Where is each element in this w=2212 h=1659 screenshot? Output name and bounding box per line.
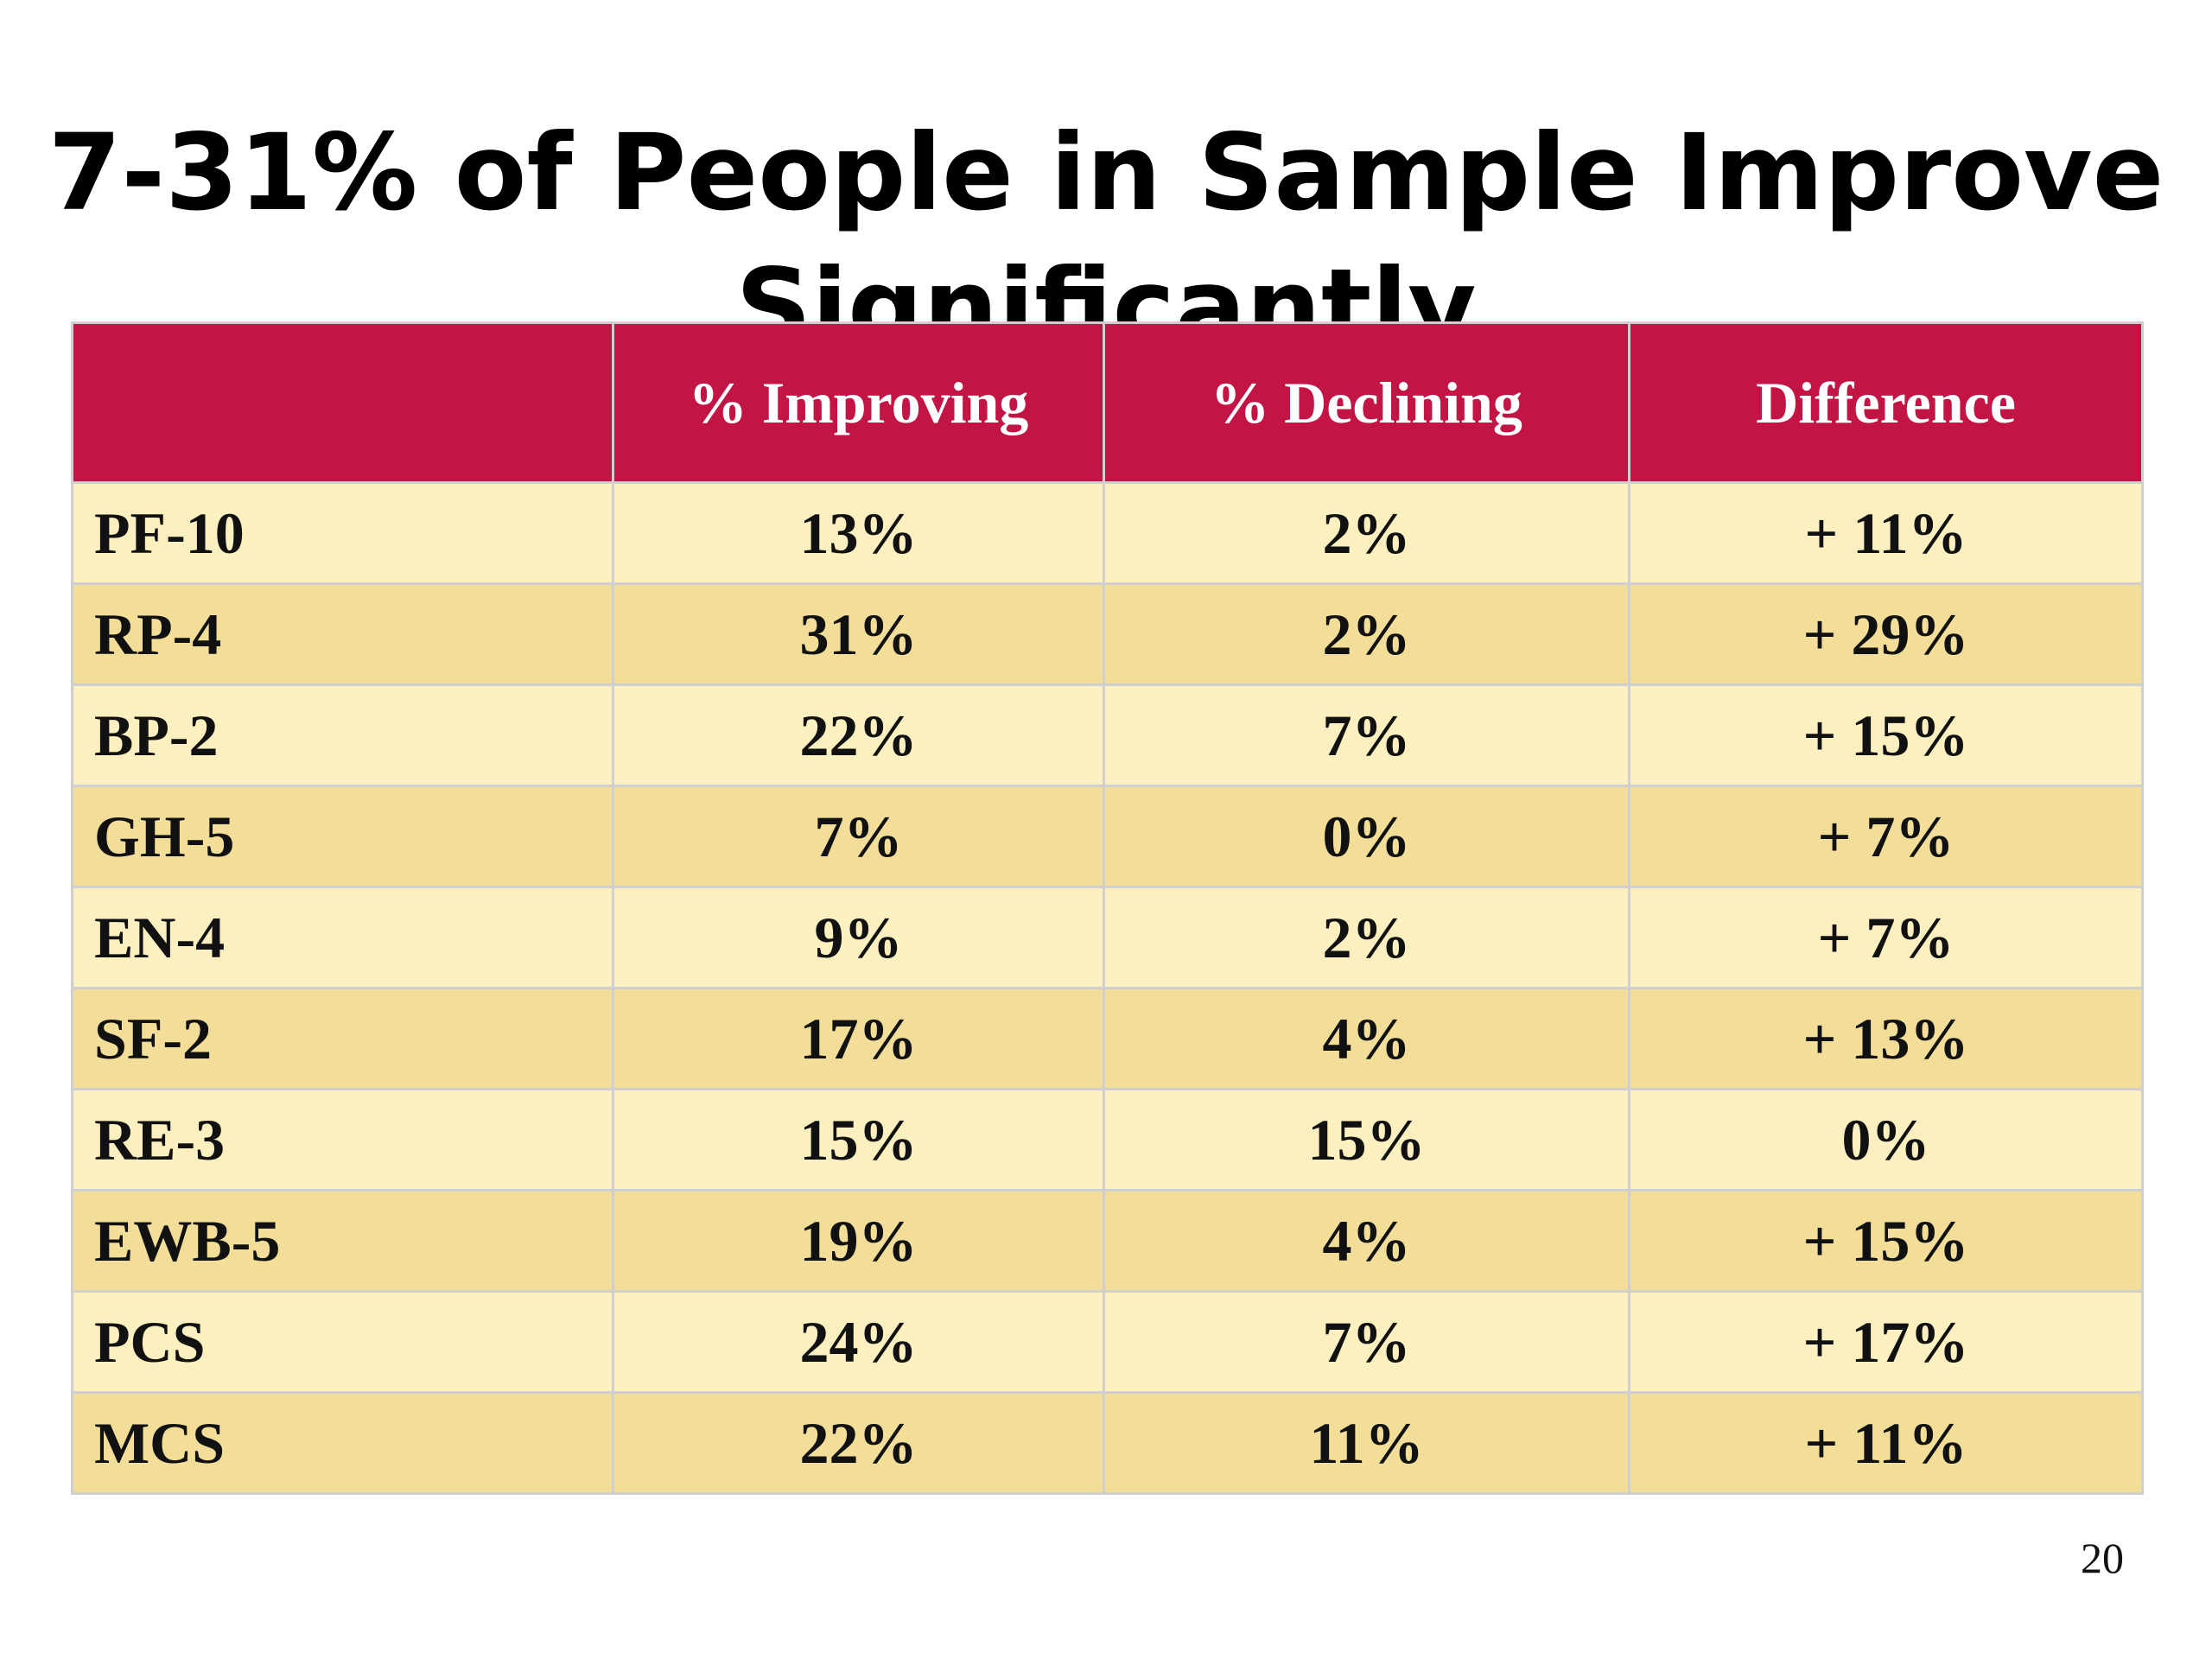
row-label: BP-2 [71, 683, 614, 787]
declining-value: 2% [1103, 481, 1630, 585]
header-cell-improving: % Improving [612, 321, 1105, 484]
table-row: EN-4 9% 2% + 7% [71, 886, 2144, 989]
declining-value: 2% [1103, 886, 1630, 989]
declining-value: 4% [1103, 1189, 1630, 1293]
row-label: RP-4 [71, 582, 614, 686]
improving-value: 17% [612, 987, 1105, 1090]
header-cell-difference: Difference [1628, 321, 2144, 484]
row-label: PF-10 [71, 481, 614, 585]
improvement-table: % Improving % Declining Difference PF-10… [71, 321, 2144, 1495]
row-label: MCS [71, 1391, 614, 1495]
slide-title-line-1: 7-31% of People in Sample Improve [48, 111, 2164, 234]
improving-value: 19% [612, 1189, 1105, 1293]
row-label: RE-3 [71, 1088, 614, 1192]
table-header-row: % Improving % Declining Difference [71, 321, 2144, 484]
table-row: MCS 22% 11% + 11% [71, 1391, 2144, 1495]
difference-value: 0% [1628, 1088, 2144, 1192]
declining-value: 7% [1103, 1290, 1630, 1394]
difference-value: + 15% [1628, 683, 2144, 787]
table-row: RE-3 15% 15% 0% [71, 1088, 2144, 1192]
declining-value: 7% [1103, 683, 1630, 787]
improving-value: 9% [612, 886, 1105, 989]
improving-value: 15% [612, 1088, 1105, 1192]
header-cell-measure [71, 321, 614, 484]
difference-value: + 29% [1628, 582, 2144, 686]
table-row: SF-2 17% 4% + 13% [71, 987, 2144, 1090]
row-label: EN-4 [71, 886, 614, 989]
declining-value: 11% [1103, 1391, 1630, 1495]
improving-value: 13% [612, 481, 1105, 585]
row-label: GH-5 [71, 785, 614, 888]
table-row: GH-5 7% 0% + 7% [71, 785, 2144, 888]
table-row: BP-2 22% 7% + 15% [71, 683, 2144, 787]
difference-value: + 15% [1628, 1189, 2144, 1293]
table-row: EWB-5 19% 4% + 15% [71, 1189, 2144, 1293]
declining-value: 0% [1103, 785, 1630, 888]
improving-value: 7% [612, 785, 1105, 888]
improving-value: 31% [612, 582, 1105, 686]
difference-value: + 13% [1628, 987, 2144, 1090]
difference-value: + 7% [1628, 886, 2144, 989]
declining-value: 15% [1103, 1088, 1630, 1192]
declining-value: 2% [1103, 582, 1630, 686]
header-cell-declining: % Declining [1103, 321, 1630, 484]
improving-value: 22% [612, 683, 1105, 787]
improving-value: 22% [612, 1391, 1105, 1495]
slide-title: 7-31% of People in Sample Improve Signif… [0, 105, 2212, 375]
row-label: PCS [71, 1290, 614, 1394]
difference-value: + 17% [1628, 1290, 2144, 1394]
page-number: 20 [2081, 1534, 2124, 1582]
difference-value: + 7% [1628, 785, 2144, 888]
improving-value: 24% [612, 1290, 1105, 1394]
table-row: PF-10 13% 2% + 11% [71, 481, 2144, 585]
declining-value: 4% [1103, 987, 1630, 1090]
table-row: PCS 24% 7% + 17% [71, 1290, 2144, 1394]
difference-value: + 11% [1628, 481, 2144, 585]
row-label: EWB-5 [71, 1189, 614, 1293]
row-label: SF-2 [71, 987, 614, 1090]
difference-value: + 11% [1628, 1391, 2144, 1495]
table-row: RP-4 31% 2% + 29% [71, 582, 2144, 686]
